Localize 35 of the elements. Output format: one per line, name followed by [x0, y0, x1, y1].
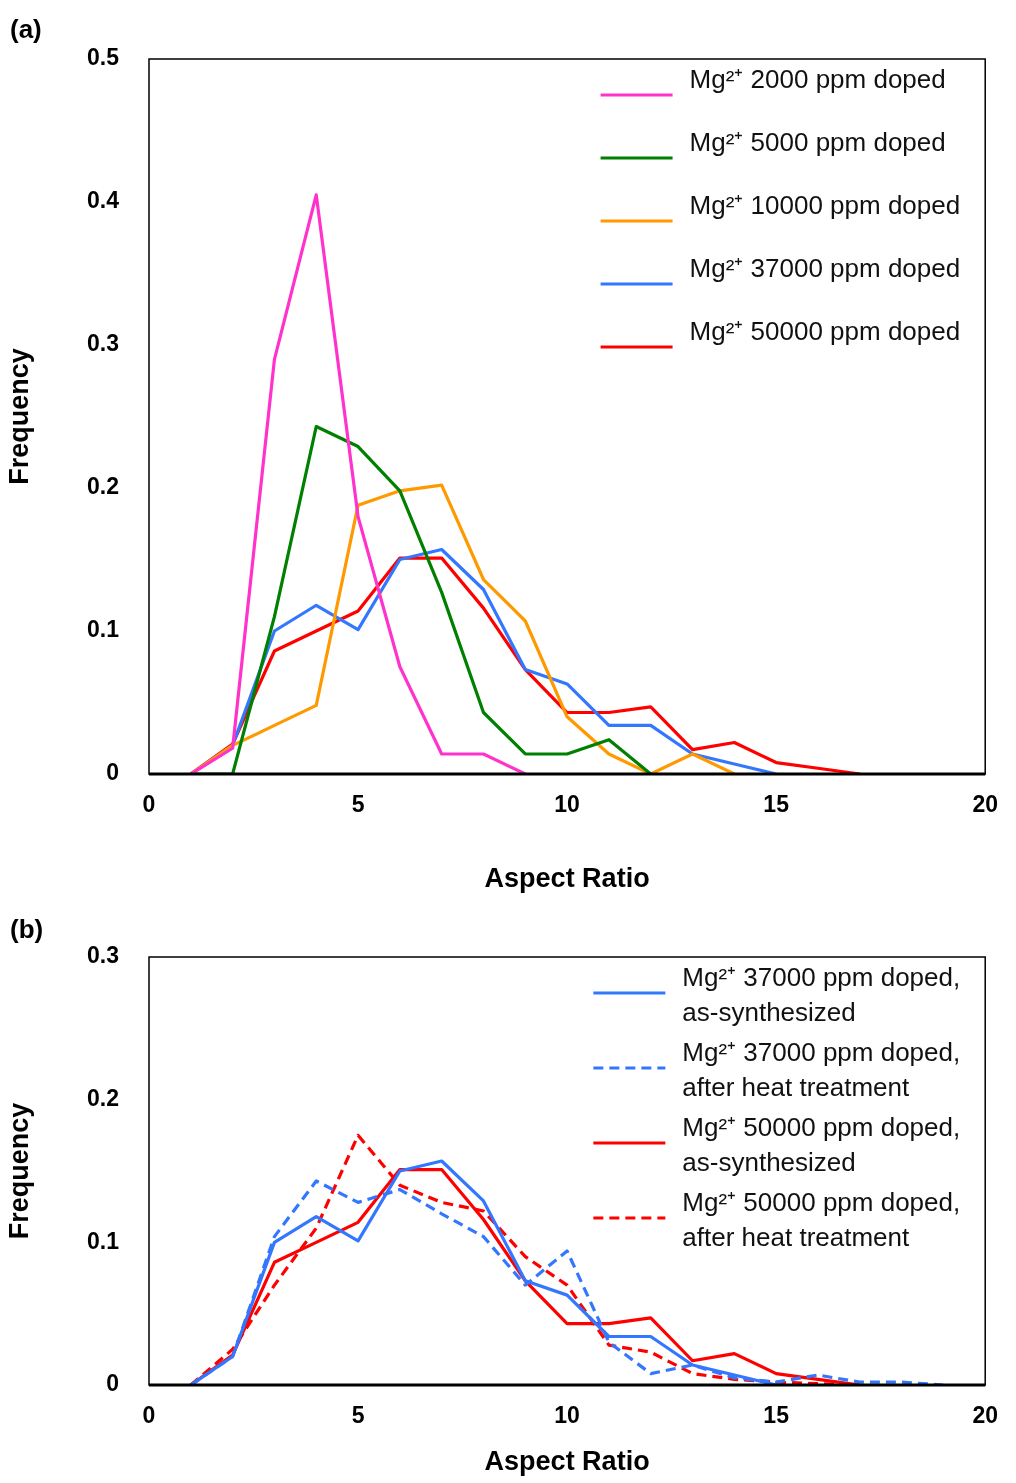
text: (b)	[10, 914, 44, 944]
y-tick-label: 0.3	[87, 330, 119, 357]
x-tick-label: 0	[142, 1402, 156, 1429]
x-tick-label: 5	[351, 1402, 365, 1429]
legend-label: Mg²⁺ 37000 ppm doped, as-synthesized	[682, 962, 961, 1028]
legend-label: Mg²⁺ 50000 ppm doped, after heat treatment	[682, 1187, 961, 1253]
x-tick-label: 5	[351, 791, 365, 818]
y-tick-label: 0	[106, 1370, 119, 1397]
y-tick-label: 0.1	[87, 1227, 120, 1254]
legend-label: Mg²⁺ 10000 ppm doped	[689, 190, 961, 221]
y-tick-label: 0.2	[87, 1085, 119, 1112]
y-tick-label: 0.4	[87, 187, 120, 214]
legend-label: Mg²⁺ 50000 ppm doped	[689, 316, 961, 347]
x-tick-label: 15	[763, 791, 790, 818]
x-tick-label: 10	[554, 1402, 580, 1429]
text: (a)	[10, 14, 42, 44]
y-tick-label: 0.1	[87, 616, 120, 643]
x-tick-label: 10	[554, 791, 580, 818]
x-tick-label: 20	[972, 791, 999, 818]
legend-label: Mg²⁺ 37000 ppm doped	[689, 253, 961, 284]
y-tick-label: 0.3	[87, 942, 119, 969]
legend-label: Mg²⁺ 5000 ppm doped	[689, 127, 946, 158]
legend-label: Mg²⁺ 2000 ppm doped	[689, 64, 946, 95]
x-tick-label: 15	[763, 1402, 790, 1429]
legend-label: Mg²⁺ 50000 ppm doped, as-synthesized	[682, 1112, 961, 1178]
x-tick-label: 20	[972, 1402, 999, 1429]
y-axis-title: Frequency	[3, 1102, 34, 1240]
x-axis-title: Aspect Ratio	[484, 863, 650, 894]
x-axis-title: Aspect Ratio	[484, 1446, 650, 1477]
y-tick-label: 0	[106, 759, 119, 786]
y-axis-title: Frequency	[3, 348, 34, 485]
y-tick-label: 0.5	[87, 44, 120, 71]
y-tick-label: 0.2	[87, 473, 119, 500]
x-tick-label: 0	[142, 791, 156, 818]
legend-label: Mg²⁺ 37000 ppm doped, after heat treatment	[682, 1037, 961, 1103]
